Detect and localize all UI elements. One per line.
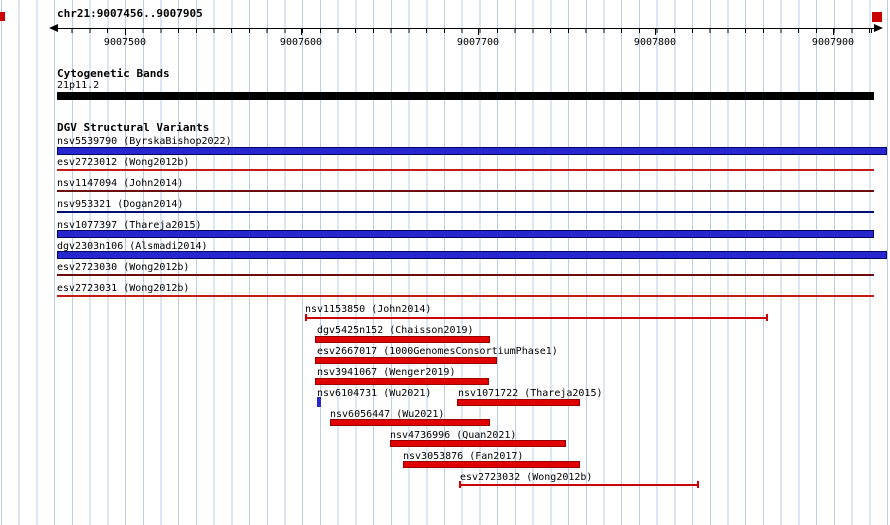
variant-label[interactable]: nsv4736996 (Quan2021) [390,430,517,441]
variant-label[interactable]: nsv1153850 (John2014) [305,304,432,315]
variant-label[interactable]: dgv5425n152 (Chaisson2019) [317,325,474,336]
variant-glyph[interactable] [330,419,490,426]
variant-label[interactable]: esv2723012 (Wong2012b) [57,157,190,168]
variant-label[interactable]: nsv5539790 (ByrskaBishop2022) [57,136,232,147]
axis-tick-label: 9007800 [633,37,677,48]
variant-label[interactable]: esv2723030 (Wong2012b) [57,262,190,273]
variant-glyph[interactable] [57,190,874,192]
variant-label[interactable]: esv2667017 (1000GenomesConsortiumPhase1) [317,346,558,357]
variant-glyph[interactable] [57,211,874,213]
variant-label[interactable]: dgv2303n106 (Alsmadi2014) [57,241,208,252]
variant-glyph[interactable] [57,295,874,297]
axis-tick-label: 9007600 [279,37,323,48]
variant-glyph[interactable] [57,169,874,171]
axis-tick [478,28,479,35]
variant-label[interactable]: esv2723031 (Wong2012b) [57,283,190,294]
ruler-minor-ticks [57,29,874,33]
variant-glyph[interactable] [390,440,566,447]
ruler-left-arrow-icon [49,24,58,32]
variant-glyph[interactable] [57,251,887,259]
variant-glyph[interactable] [315,378,489,385]
axis-tick-label: 9007700 [456,37,500,48]
variant-glyph[interactable] [57,147,887,155]
axis-tick [125,28,126,35]
range-end-tick [766,314,768,321]
variant-glyph[interactable] [305,317,768,319]
variant-label[interactable]: nsv3053876 (Fan2017) [403,451,524,462]
variant-glyph[interactable] [57,274,874,276]
axis-tick [301,28,302,35]
variant-glyph[interactable] [57,230,874,238]
variant-glyph[interactable] [315,357,497,364]
variant-glyph[interactable] [457,399,580,406]
variant-glyph[interactable] [459,484,699,486]
axis-tick [655,28,656,35]
variant-label[interactable]: nsv6056447 (Wu2021) [330,409,445,420]
variant-label[interactable]: esv2723032 (Wong2012b) [460,472,593,483]
range-end-tick [459,481,461,488]
variant-label[interactable]: nsv953321 (Dogan2014) [57,199,184,210]
cytoband-label: 21p11.2 [57,80,100,91]
variant-label[interactable]: nsv1077397 (Thareja2015) [57,220,202,231]
cytoband-bar[interactable] [57,92,874,100]
variant-label[interactable]: nsv3941067 (Wenger2019) [317,367,456,378]
variant-label[interactable]: nsv1071722 (Thareja2015) [458,388,603,399]
variant-glyph[interactable] [315,336,490,343]
ruler-line [57,28,874,29]
ruler-right-arrow-icon [874,24,883,32]
axis-tick-label: 9007900 [811,37,855,48]
variants-title: DGV Structural Variants [57,121,210,134]
axis-tick [833,28,834,35]
axis-tick-label: 9007500 [103,37,147,48]
variant-glyph[interactable] [403,461,580,468]
variant-label[interactable]: nsv1147094 (John2014) [57,178,184,189]
top-right-marker [872,12,882,22]
left-edge-marker [0,12,5,21]
variant-glyph[interactable] [317,397,321,407]
region-label: chr21:9007456..9007905 [57,7,203,20]
range-end-tick [697,481,699,488]
cytobands-title: Cytogenetic Bands [57,67,170,80]
range-end-tick [305,314,307,321]
variant-label[interactable]: nsv6104731 (Wu2021) [317,388,432,399]
